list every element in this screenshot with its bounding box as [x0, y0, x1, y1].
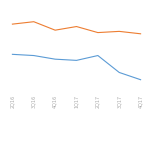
- Legend: LC 1st/2nd Lien
Blended Spread*, Unitranche
Spreads (MM + LC: LC 1st/2nd Lien Blended Spread*, Unitran…: [33, 149, 120, 150]
